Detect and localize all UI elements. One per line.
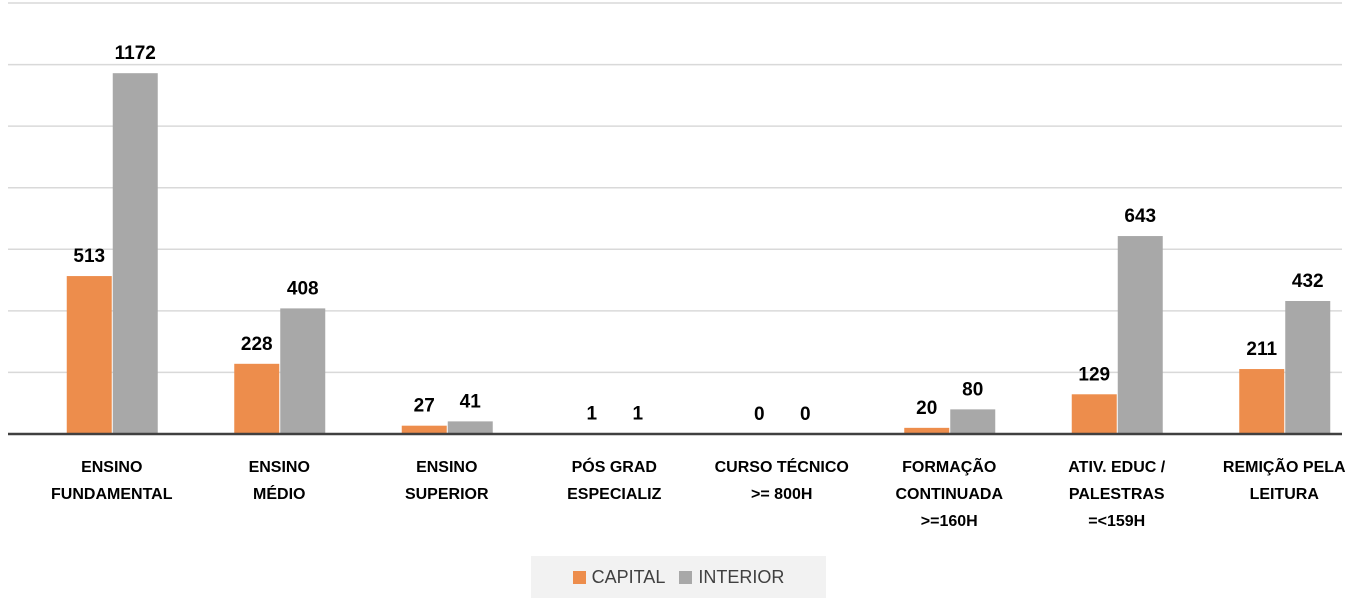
data-label: 20	[916, 398, 937, 419]
data-label: 1172	[115, 43, 156, 64]
data-label: 432	[1292, 271, 1324, 292]
x-tick-label: ENSINO FUNDAMENTAL	[51, 459, 173, 503]
legend-item: INTERIOR	[679, 567, 784, 588]
data-label: 129	[1078, 364, 1110, 385]
legend-label: CAPITAL	[591, 566, 666, 587]
x-tick-label: CURSO TÉCNICO >= 800H	[714, 459, 849, 503]
bar	[234, 363, 280, 434]
data-label: 408	[287, 278, 319, 299]
data-label: 1	[632, 404, 643, 425]
bar	[950, 409, 996, 434]
bar	[447, 421, 493, 434]
legend-swatch	[572, 570, 586, 584]
legend-swatch	[679, 570, 693, 584]
x-tick-label: REMIÇÃO PELA LEITURA	[1222, 459, 1346, 503]
data-label: 41	[460, 391, 482, 412]
data-label: 1	[586, 404, 597, 425]
bar	[1071, 394, 1117, 434]
x-tick-label: ENSINO SUPERIOR	[404, 459, 489, 503]
data-label: 0	[800, 404, 811, 425]
bar	[1239, 369, 1285, 434]
x-tick-label: ENSINO MÉDIO	[248, 459, 310, 503]
bar	[1285, 301, 1331, 434]
bar	[904, 427, 950, 434]
bar	[112, 73, 158, 434]
x-tick-label: FORMAÇÃO CONTINUADA >=160H	[895, 459, 1004, 530]
bar	[401, 425, 447, 434]
x-tick-label: ATIV. EDUC / PALESTRAS =<159H	[1068, 459, 1166, 530]
data-label: 27	[414, 396, 435, 417]
data-label: 513	[73, 246, 105, 267]
data-label: 80	[962, 379, 983, 400]
data-label: 0	[754, 404, 765, 425]
legend-label: INTERIOR	[698, 566, 785, 587]
data-label: 228	[241, 334, 273, 355]
data-label: 643	[1124, 206, 1156, 227]
data-label: 211	[1246, 339, 1277, 360]
x-tick-label: PÓS GRAD ESPECIALIZ	[567, 459, 662, 503]
legend-item: CAPITAL	[572, 566, 666, 588]
bar	[280, 308, 326, 434]
legend: CAPITAL INTERIOR	[531, 556, 826, 598]
bar	[1117, 236, 1163, 434]
bar	[66, 276, 112, 434]
